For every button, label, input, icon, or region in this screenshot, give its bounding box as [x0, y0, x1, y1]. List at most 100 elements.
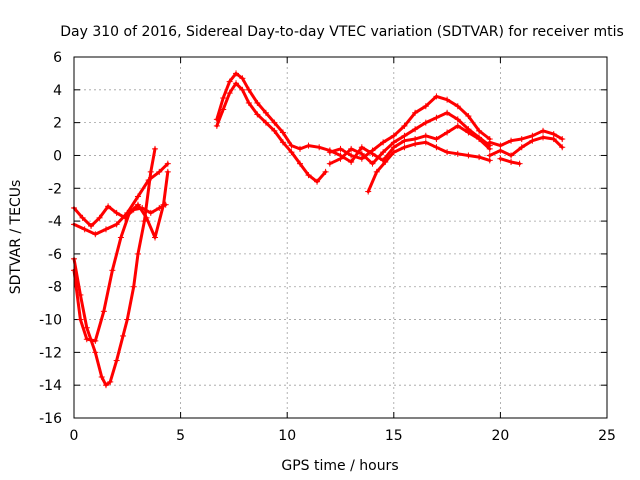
data-point [465, 113, 472, 120]
data-point [369, 150, 376, 157]
chart-title: Day 310 of 2016, Sidereal Day-to-day VTE… [60, 24, 624, 40]
data-point [213, 122, 220, 129]
data-point [465, 152, 472, 159]
data-point [107, 378, 114, 385]
data-point [559, 144, 566, 151]
y-tick-label: 2 [53, 116, 62, 132]
data-point [348, 145, 355, 152]
data-point [444, 109, 451, 116]
data-point [358, 144, 365, 151]
data-point [422, 119, 429, 126]
data-point [239, 86, 246, 93]
series-trace [488, 129, 564, 148]
data-point [433, 136, 440, 143]
data-point [120, 332, 127, 339]
data-series-10 [365, 139, 493, 195]
data-point [83, 324, 90, 331]
data-point [412, 140, 419, 147]
series-trace [328, 111, 492, 166]
data-series-2 [71, 168, 171, 344]
x-axis-label: GPS time / hours [281, 458, 398, 474]
data-point [130, 283, 137, 290]
y-axis-label: SDTVAR / TECUs [8, 180, 24, 295]
data-point [454, 103, 461, 110]
data-point [105, 203, 112, 210]
data-point [390, 149, 397, 156]
data-point [486, 145, 493, 152]
data-point [358, 150, 365, 157]
data-point [220, 95, 227, 102]
y-tick-label: 0 [53, 148, 62, 164]
y-tick-label: -16 [39, 411, 62, 427]
data-point [486, 139, 493, 146]
data-point [88, 223, 95, 230]
data-point [380, 149, 387, 156]
data-point [92, 337, 99, 344]
y-tick-label: -8 [48, 280, 62, 296]
data-point [113, 357, 120, 364]
data-point [147, 209, 154, 216]
data-point [550, 136, 557, 143]
data-point [239, 75, 246, 82]
data-point [124, 209, 131, 216]
data-point [96, 214, 103, 221]
data-series-12 [486, 134, 566, 159]
data-point [245, 86, 252, 93]
y-tick-label: -14 [39, 378, 62, 394]
data-point [433, 93, 440, 100]
data-point [124, 316, 131, 323]
data-series [71, 70, 566, 389]
data-point [365, 188, 372, 195]
data-point [130, 206, 137, 213]
y-tick-label: -6 [48, 247, 62, 263]
data-point [254, 111, 261, 118]
data-point [348, 152, 355, 159]
data-point [454, 150, 461, 157]
data-series-9 [326, 122, 493, 166]
data-point [401, 144, 408, 151]
series-trace [328, 124, 492, 164]
data-point [134, 193, 141, 200]
data-point [139, 204, 146, 211]
data-point [326, 147, 333, 154]
data-point [77, 316, 84, 323]
data-point [326, 160, 333, 167]
data-series-4 [71, 160, 171, 238]
data-point [322, 168, 329, 175]
data-point [305, 172, 312, 179]
data-point [497, 147, 504, 154]
data-point [486, 152, 493, 159]
data-point [412, 126, 419, 133]
data-series-6 [213, 80, 329, 185]
data-point [422, 132, 429, 139]
data-point [476, 136, 483, 143]
data-point [147, 168, 154, 175]
data-point [245, 99, 252, 106]
data-point [233, 70, 240, 77]
data-point [162, 201, 169, 208]
axis-ticks: 0 5 10 15 20 25 -16 -14 -12 -10 -8 -6 -4 -2 0 2 4 6 [39, 50, 616, 444]
data-series-13 [497, 155, 523, 167]
data-point [262, 109, 269, 116]
data-series-3 [71, 201, 169, 230]
data-point [113, 221, 120, 228]
data-point [254, 99, 261, 106]
data-point [271, 119, 278, 126]
data-point [529, 137, 536, 144]
x-tick-label: 0 [70, 428, 79, 444]
data-point [102, 226, 109, 233]
data-point [369, 160, 376, 167]
data-point [134, 201, 141, 208]
data-point [226, 90, 233, 97]
data-point [433, 144, 440, 151]
data-point [296, 160, 303, 167]
x-tick-label: 25 [598, 428, 616, 444]
data-point [156, 168, 163, 175]
x-tick-label: 10 [278, 428, 296, 444]
data-point [305, 142, 312, 149]
data-point [444, 149, 451, 156]
plot-frame [73, 56, 608, 419]
data-point [401, 137, 408, 144]
x-tick-label: 20 [491, 428, 509, 444]
